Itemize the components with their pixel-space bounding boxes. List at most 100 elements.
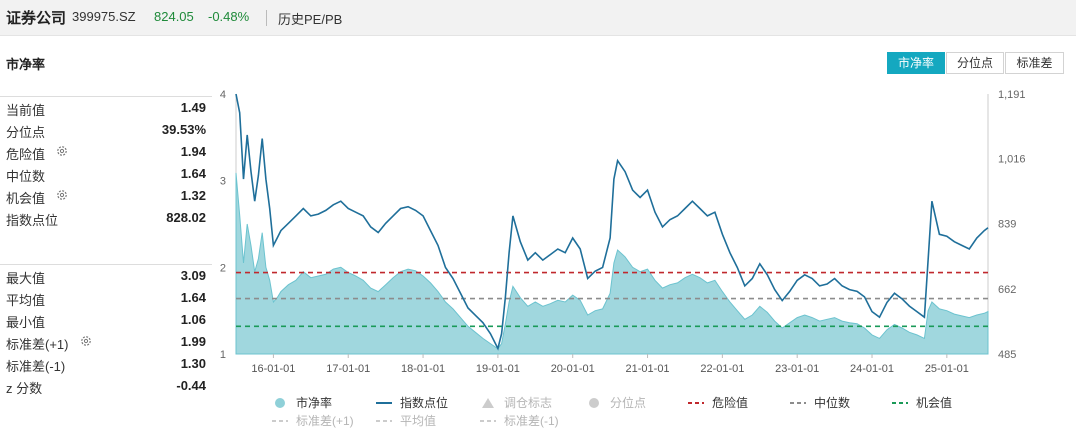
stat-value: 828.02 — [166, 210, 206, 225]
x-axis-tick-label: 18-01-01 — [401, 363, 445, 375]
legend-item[interactable]: 分位点 — [586, 394, 646, 411]
toggle-percentile[interactable]: 分位点 — [946, 52, 1004, 74]
stat-value: 1.30 — [180, 356, 206, 371]
x-axis-tick-label: 21-01-01 — [626, 363, 670, 375]
left-axis-tick-label: 3 — [220, 176, 226, 188]
index-price: 824.05 — [154, 9, 194, 24]
stat-value: 3.09 — [180, 268, 206, 283]
right-axis-tick-label: 485 — [998, 349, 1016, 361]
stat-row: 中位数 1.64 — [0, 163, 212, 185]
stat-label: 标准差(+1) — [6, 337, 69, 352]
stat-row: 指数点位 828.02 — [0, 207, 212, 229]
stat-value: 1.06 — [180, 312, 206, 327]
legend-dash-icon — [892, 401, 908, 404]
stat-label: 危险值 — [6, 147, 46, 162]
legend-dot-icon — [275, 397, 285, 408]
stat-value: 1.64 — [180, 290, 206, 305]
left-axis-tick-label: 1 — [220, 349, 226, 361]
toggle-pb[interactable]: 市净率 — [887, 52, 945, 74]
stat-row: 标准差(-1) 1.30 — [0, 353, 212, 375]
stat-label: 机会值 — [6, 191, 46, 206]
legend-item[interactable]: 调仓标志 — [480, 394, 552, 411]
pb-area-series — [235, 172, 989, 355]
legend-label: 指数点位 — [400, 396, 449, 410]
legend-item[interactable]: 标准差(+1) — [272, 412, 354, 429]
index-name: 证券公司 — [6, 10, 67, 27]
legend-item[interactable]: 中位数 — [790, 394, 850, 411]
stat-row: 分位点 39.53% — [0, 119, 212, 141]
x-axis-tick-label: 16-01-01 — [251, 363, 295, 375]
legend-item[interactable]: 标准差(-1) — [480, 412, 559, 429]
stat-value: 1.99 — [180, 334, 206, 349]
legend-dot-icon — [589, 397, 599, 408]
legend-label: 平均值 — [400, 414, 437, 428]
legend-dash-icon — [688, 401, 704, 404]
header-divider — [266, 10, 267, 26]
legend-label: 中位数 — [814, 396, 851, 410]
right-axis-tick-label: 839 — [998, 219, 1016, 231]
stat-value: 1.64 — [180, 166, 206, 181]
index-change: -0.48% — [208, 9, 250, 24]
pb-chart: 1 2 3 4 485 662 839 1,016 1,191 16-01-01 17-01-01 1… — [220, 89, 1026, 375]
stat-row: 最大值 3.09 — [0, 265, 212, 287]
x-axis-tick-label: 22-01-01 — [700, 363, 744, 375]
gear-icon[interactable] — [56, 145, 68, 157]
x-axis-tick-label: 24-01-01 — [850, 363, 894, 375]
legend-line-icon — [376, 401, 392, 404]
gear-icon[interactable] — [80, 335, 92, 347]
stat-row: 当前值 1.49 — [0, 97, 212, 119]
stat-label: 中位数 — [6, 169, 46, 184]
x-axis-tick-label: 23-01-01 — [775, 363, 819, 375]
legend-item[interactable]: 危险值 — [688, 394, 748, 411]
x-axis-tick-label: 25-01-01 — [925, 363, 969, 375]
index-line-series — [235, 93, 989, 351]
legend-label: 标准差(+1) — [296, 414, 354, 428]
stat-row: z 分数 -0.44 — [0, 375, 212, 397]
stat-label: 标准差(-1) — [6, 359, 66, 374]
stat-row: 标准差(+1) 1.99 — [0, 331, 212, 353]
legend-item[interactable]: 市净率 — [272, 394, 332, 411]
legend-dash-icon — [272, 419, 288, 422]
legend-label: 市净率 — [296, 396, 333, 410]
x-axis-tick-label: 20-01-01 — [551, 363, 595, 375]
stat-value: 1.94 — [180, 144, 206, 159]
left-axis-tick-label: 2 — [220, 262, 226, 274]
toggle-std[interactable]: 标准差 — [1005, 52, 1064, 74]
right-axis-tick-label: 1,016 — [998, 153, 1026, 165]
stat-label: 当前值 — [6, 103, 46, 118]
x-axis-tick-label: 19-01-01 — [476, 363, 520, 375]
x-axis-tick-label: 17-01-01 — [326, 363, 370, 375]
gear-icon[interactable] — [56, 189, 68, 201]
stat-row: 最小值 1.06 — [0, 309, 212, 331]
legend-item[interactable]: 机会值 — [892, 394, 952, 411]
index-code: 399975.SZ — [72, 9, 136, 24]
legend-dash-icon — [480, 419, 496, 422]
stats-panel-current: 当前值 1.49 分位点 39.53% 危险值 1.94 中位数 1.64 机会… — [0, 96, 212, 229]
stat-value: 39.53% — [161, 122, 206, 137]
stat-row: 危险值 1.94 — [0, 141, 212, 163]
stat-row: 机会值 1.32 — [0, 185, 212, 207]
legend-label: 标准差(-1) — [504, 414, 559, 428]
legend-item[interactable]: 指数点位 — [376, 394, 448, 411]
stats-panel-history: 最大值 3.09 平均值 1.64 最小值 1.06 标准差(+1) 1.99 … — [0, 264, 212, 397]
stat-label: 指数点位 — [6, 213, 59, 228]
legend-item[interactable]: 平均值 — [376, 412, 436, 429]
right-axis-tick-label: 662 — [998, 284, 1016, 296]
right-axis-tick-label: 1,191 — [998, 89, 1026, 101]
legend-label: 危险值 — [712, 396, 749, 410]
stat-value: 1.32 — [180, 188, 206, 203]
legend-dash-icon — [790, 401, 806, 404]
stat-label: 分位点 — [6, 125, 46, 140]
stat-label: 平均值 — [6, 293, 46, 308]
stat-value: -0.44 — [176, 378, 206, 393]
history-pe-pb-link[interactable]: 历史PE/PB — [278, 12, 343, 27]
stat-label: z 分数 — [6, 381, 43, 396]
section-title: 市净率 — [6, 57, 46, 72]
legend-triangle-icon — [482, 397, 494, 408]
stat-label: 最大值 — [6, 271, 46, 286]
legend-label: 分位点 — [610, 396, 647, 410]
header-bar: 证券公司 399975.SZ 824.05 -0.48% 历史PE/PB — [0, 0, 1076, 36]
stat-value: 1.49 — [180, 100, 206, 115]
stat-label: 最小值 — [6, 315, 46, 330]
stat-row: 平均值 1.64 — [0, 287, 212, 309]
